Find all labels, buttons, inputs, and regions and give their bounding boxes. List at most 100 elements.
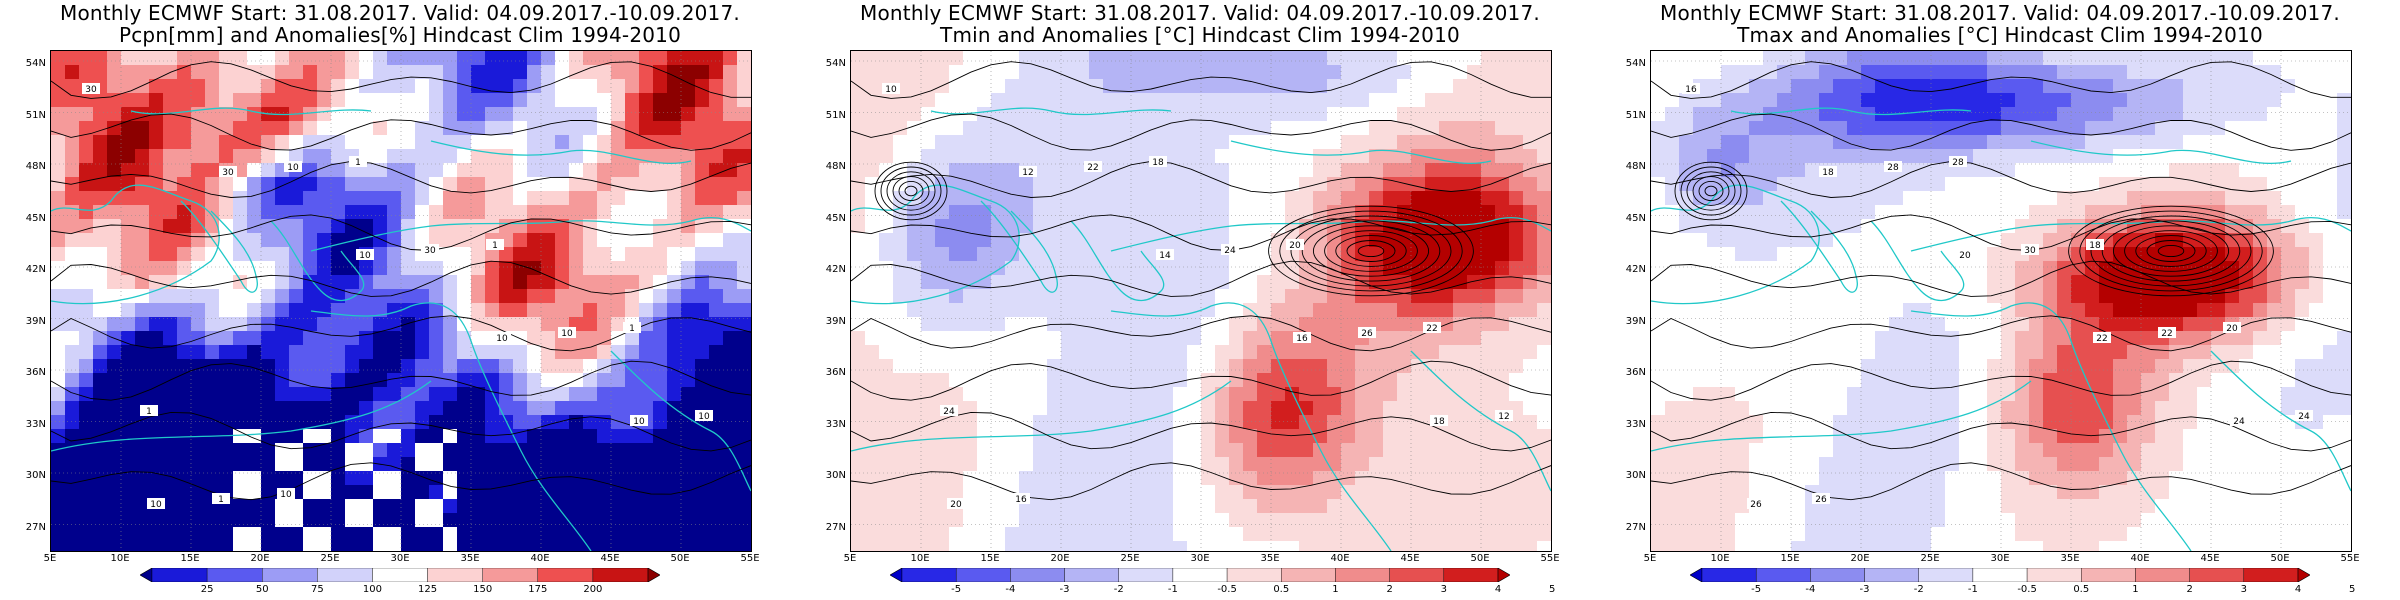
colorbar-segment xyxy=(1281,568,1336,582)
lat-label: 33N xyxy=(25,418,46,430)
contour-label: 26 xyxy=(1361,329,1373,339)
lon-label: 35E xyxy=(2060,553,2080,564)
contour-label: 30 xyxy=(222,168,234,178)
colorbar-segment xyxy=(592,568,649,582)
lat-label: 48N xyxy=(1625,161,1646,172)
lon-label: 55E xyxy=(1540,553,1560,564)
contour-label: 18 xyxy=(1822,168,1834,178)
lon-label: 25E xyxy=(1920,553,1940,564)
graticule xyxy=(1651,51,2351,551)
colorbar-label: 1 xyxy=(2132,584,2139,595)
lat-label: 48N xyxy=(825,161,846,172)
lat-label: 36N xyxy=(825,367,846,378)
colorbar-label: 175 xyxy=(528,584,548,595)
colorbar-label: 50 xyxy=(255,584,269,595)
lon-label: 55E xyxy=(2340,553,2360,564)
colorbar-label: 0.5 xyxy=(2073,584,2090,595)
graticule xyxy=(51,51,751,551)
colorbar-label: 150 xyxy=(473,584,493,595)
lon-label: 15E xyxy=(980,553,1000,564)
lon-label: 50E xyxy=(2270,553,2290,564)
contour-label: 10 xyxy=(561,329,573,339)
colorbar-label: 75 xyxy=(310,584,324,595)
colorbar-label: -0.5 xyxy=(2017,584,2037,595)
lon-label: 30E xyxy=(390,553,410,564)
lon-label: 55E xyxy=(740,553,760,564)
coastlines xyxy=(851,107,1551,551)
lat-label: 39N xyxy=(1625,315,1646,327)
lat-label: 45N xyxy=(1625,212,1646,224)
coastlines xyxy=(51,107,751,551)
contour-label: 18 xyxy=(1433,417,1445,427)
lon-label: 20E xyxy=(1050,553,1070,564)
lon-label: 50E xyxy=(1470,553,1490,564)
colorbar-label: -2 xyxy=(1113,584,1124,595)
colorbar-segment xyxy=(427,568,483,582)
lat-label: 30N xyxy=(25,470,46,481)
colorbar-segment xyxy=(1335,568,1390,582)
contour-label: 20 xyxy=(950,500,962,510)
lat-label: 54N xyxy=(1625,58,1646,69)
colorbar-label: 125 xyxy=(418,584,438,595)
lon-label: 30E xyxy=(1990,553,2010,564)
lat-label: 33N xyxy=(825,418,846,430)
colorbar-segment xyxy=(1701,568,1757,582)
colorbar-tmax xyxy=(1690,568,2310,582)
contour-label: 1 xyxy=(355,158,361,168)
colorbar-label: -0.5 xyxy=(1217,584,1237,595)
lon-label: 25E xyxy=(1120,553,1140,564)
lon-label: 40E xyxy=(2130,553,2150,564)
lat-label: 51N xyxy=(825,109,846,121)
colorbar-label: -4 xyxy=(1005,584,1016,595)
lon-label: 5E xyxy=(1643,553,1657,564)
panel-title-line2: Tmax and Anomalies [°C] Hindcast Clim 19… xyxy=(1737,23,2263,47)
lon-label: 35E xyxy=(1260,553,1280,564)
contour-label: 30 xyxy=(424,246,436,256)
colorbar-label: 25 xyxy=(200,584,214,595)
contour-label: 10 xyxy=(150,500,162,510)
contour-label: 10 xyxy=(280,490,292,500)
lon-label: 5E xyxy=(43,553,57,564)
contour-label: 10 xyxy=(359,251,371,261)
lon-label: 30E xyxy=(1190,553,1210,564)
contour-label: 26 xyxy=(1815,495,1827,505)
contour-label: 20 xyxy=(1289,241,1301,251)
contour-label: 1 xyxy=(218,495,224,505)
contour-label: 18 xyxy=(1152,158,1164,168)
contour-label: 26 xyxy=(1750,500,1762,510)
contour-label: 14 xyxy=(1159,251,1171,261)
contour-lines xyxy=(851,61,1551,501)
colorbar-segment xyxy=(1172,568,1228,582)
contour-label: 22 xyxy=(1087,163,1098,173)
lon-label: 15E xyxy=(1780,553,1800,564)
contour-label: 10 xyxy=(496,334,508,344)
colorbar-label: -4 xyxy=(1805,584,1816,595)
colorbar-arrow-high xyxy=(647,568,660,582)
lon-label: 10E xyxy=(1710,553,1730,564)
lon-label: 45E xyxy=(1400,553,1420,564)
map-tmax: 16 18 20 22 24 26 28 30 22 24 26 28 18 20 xyxy=(1650,50,2352,552)
lat-label: 27N xyxy=(825,521,846,533)
colorbar-arrow-low xyxy=(890,568,903,582)
graticule xyxy=(851,51,1551,551)
lat-label: 27N xyxy=(25,521,46,533)
colorbar-label: -5 xyxy=(951,584,962,595)
colorbar-label: 3 xyxy=(1440,584,1447,595)
lon-label: 50E xyxy=(670,553,690,564)
contour-label: 22 xyxy=(2161,329,2172,339)
contour-label: 22 xyxy=(1426,324,1437,334)
lat-label: 42N xyxy=(1625,264,1646,275)
colorbar-segment xyxy=(1755,568,1811,582)
lat-label: 54N xyxy=(25,58,46,69)
contour-label: 10 xyxy=(698,412,710,422)
lon-label: 45E xyxy=(600,553,620,564)
panel-tmax: Monthly ECMWF Start: 31.08.2017. Valid: … xyxy=(1600,0,2400,600)
anomaly-field xyxy=(51,51,751,551)
panel-title-line1: Monthly ECMWF Start: 31.08.2017. Valid: … xyxy=(860,1,1540,25)
colorbar-segment xyxy=(901,568,957,582)
lat-label: 45N xyxy=(825,212,846,224)
colorbar-segment xyxy=(2135,568,2190,582)
lat-label: 54N xyxy=(825,58,846,69)
colorbar-segment xyxy=(955,568,1011,582)
colorbar-segment xyxy=(1064,568,1119,582)
